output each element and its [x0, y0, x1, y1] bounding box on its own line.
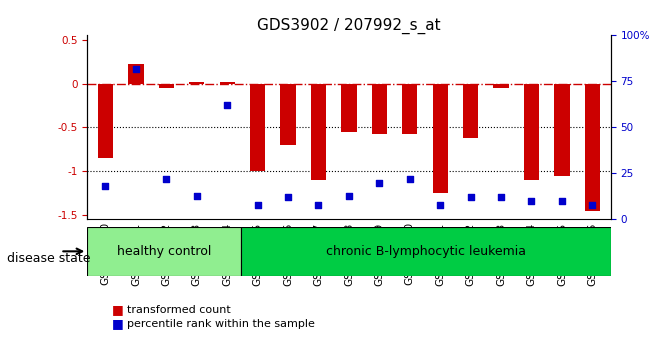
Point: [252, 202, 263, 207]
Bar: [463, 84, 478, 138]
Bar: [493, 84, 509, 88]
Point: [465, 195, 476, 200]
Text: percentile rank within the sample: percentile rank within the sample: [127, 319, 315, 329]
Text: healthy control: healthy control: [117, 245, 211, 258]
Point: [344, 193, 354, 198]
Text: ■: ■: [111, 303, 123, 316]
Bar: [128, 64, 144, 84]
Point: [435, 202, 446, 207]
Bar: [433, 84, 448, 193]
Point: [374, 180, 384, 185]
Point: [282, 195, 293, 200]
Point: [131, 66, 142, 72]
Point: [313, 202, 324, 207]
Bar: [524, 84, 539, 180]
Title: GDS3902 / 207992_s_at: GDS3902 / 207992_s_at: [257, 18, 441, 34]
Bar: [311, 84, 326, 180]
Point: [100, 183, 111, 189]
Point: [496, 195, 507, 200]
Bar: [87, 227, 241, 276]
Bar: [250, 84, 265, 171]
Bar: [219, 82, 235, 84]
Point: [191, 193, 202, 198]
Point: [556, 198, 567, 204]
Point: [161, 176, 172, 182]
Text: ■: ■: [111, 318, 123, 330]
Bar: [280, 84, 296, 145]
Bar: [372, 84, 387, 133]
Bar: [584, 84, 600, 211]
Bar: [159, 84, 174, 88]
Bar: [241, 227, 611, 276]
Bar: [98, 84, 113, 158]
Text: transformed count: transformed count: [127, 305, 231, 315]
Bar: [189, 82, 205, 84]
Bar: [342, 84, 356, 132]
Point: [587, 202, 598, 207]
Bar: [554, 84, 570, 176]
Text: chronic B-lymphocytic leukemia: chronic B-lymphocytic leukemia: [326, 245, 526, 258]
Point: [526, 198, 537, 204]
Bar: [402, 84, 417, 133]
Point: [222, 103, 233, 108]
Text: disease state: disease state: [7, 252, 90, 265]
Point: [405, 176, 415, 182]
